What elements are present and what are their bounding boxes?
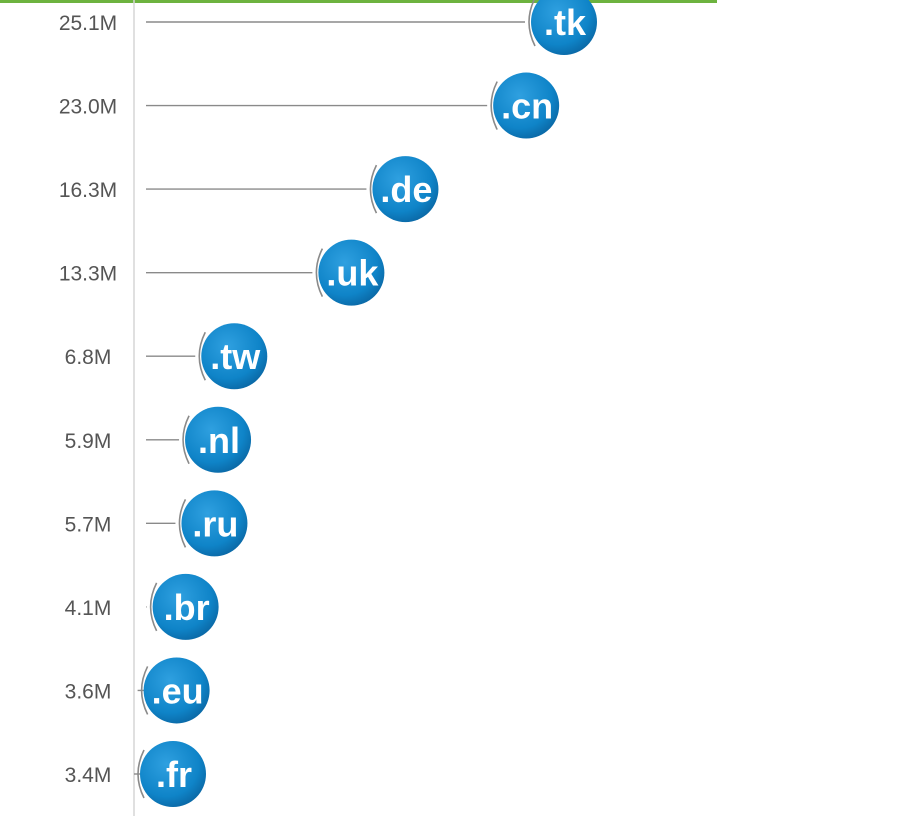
bracket-arc: [140, 666, 149, 715]
domain-label: .de: [380, 169, 432, 210]
bracket-arc: [137, 749, 145, 799]
value-label: 5.9M: [65, 430, 112, 453]
domain-label: .fr: [156, 754, 192, 795]
domain-bubble: [318, 239, 385, 306]
value-label: 23.0M: [59, 96, 117, 119]
domain-bubble: [143, 657, 210, 724]
bracket-arc: [369, 164, 378, 214]
value-label: 3.4M: [65, 764, 112, 787]
domain-bubble: [201, 323, 268, 390]
bracket-arc: [149, 582, 158, 632]
domain-label: .nl: [198, 420, 240, 461]
domain-bubble: [493, 72, 560, 139]
top-accent-bar: [0, 0, 717, 3]
data-row: 23.0M .cn: [59, 72, 560, 139]
data-row: 3.6M .eu: [65, 657, 210, 724]
value-label: 3.6M: [65, 680, 112, 703]
domain-label: .uk: [326, 253, 379, 294]
data-row: 5.9M .nl: [65, 406, 252, 473]
domain-bubble: [140, 741, 206, 807]
data-row: 5.7M .ru: [65, 490, 248, 557]
domain-label: .ru: [192, 503, 238, 544]
bracket-arc: [182, 415, 190, 465]
domain-bubble: [531, 0, 597, 55]
value-label: 13.3M: [59, 263, 117, 286]
domain-label: .tw: [210, 336, 261, 377]
data-row: 4.1M .br: [65, 573, 219, 640]
value-label: 16.3M: [59, 179, 117, 202]
bracket-arc: [198, 331, 206, 381]
data-row: 6.8M .tw: [65, 323, 268, 390]
data-row: 13.3M .uk: [59, 239, 385, 306]
data-row: 25.1M .tk: [59, 0, 597, 55]
value-label: 6.8M: [65, 346, 112, 369]
domain-label: .tk: [544, 2, 587, 43]
value-label: 25.1M: [59, 12, 117, 35]
bracket-arc: [490, 81, 498, 130]
bracket-arc: [315, 248, 324, 298]
domain-label: .br: [164, 587, 210, 628]
value-label: 5.7M: [65, 513, 112, 536]
bracket-arc: [528, 0, 536, 47]
data-row: 3.4M .fr: [65, 741, 206, 807]
value-label: 4.1M: [65, 597, 112, 620]
domain-bubble: [185, 406, 252, 473]
bracket-arc: [178, 498, 187, 548]
domain-bubble: [152, 573, 219, 640]
domain-label: .cn: [501, 86, 553, 127]
domain-bubble: [181, 490, 248, 557]
data-row: 16.3M .de: [59, 156, 439, 223]
domain-bubble: [372, 156, 439, 223]
domain-label: .eu: [152, 670, 204, 711]
